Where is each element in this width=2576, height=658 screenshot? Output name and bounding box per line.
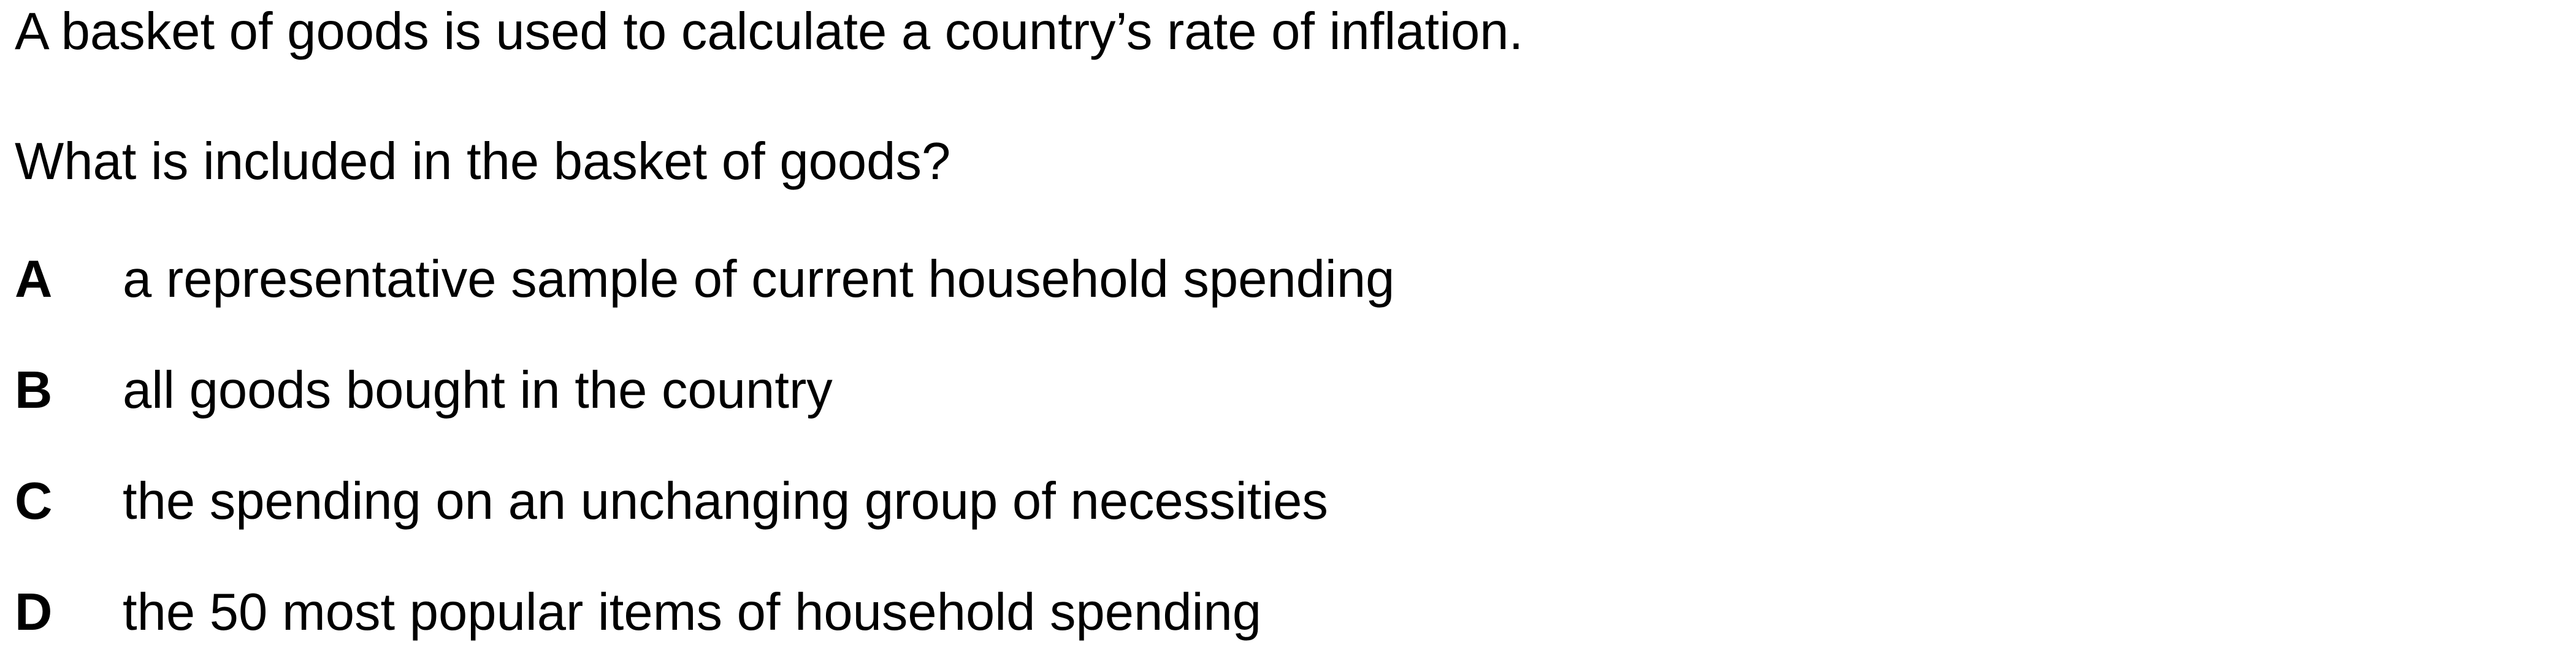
question-stem: A basket of goods is used to calculate a…: [15, 2, 1524, 61]
option-letter: A: [15, 250, 53, 308]
option-text: the 50 most popular items of household s…: [123, 583, 1262, 641]
option-text: all goods bought in the country: [123, 361, 833, 419]
question-prompt: What is included in the basket of goods?: [15, 132, 951, 191]
option-text: the spending on an unchanging group of n…: [123, 472, 1328, 530]
option-letter: D: [15, 583, 53, 641]
option-letter: B: [15, 361, 53, 419]
option-text: a representative sample of current house…: [123, 250, 1395, 308]
option-letter: C: [15, 472, 53, 530]
